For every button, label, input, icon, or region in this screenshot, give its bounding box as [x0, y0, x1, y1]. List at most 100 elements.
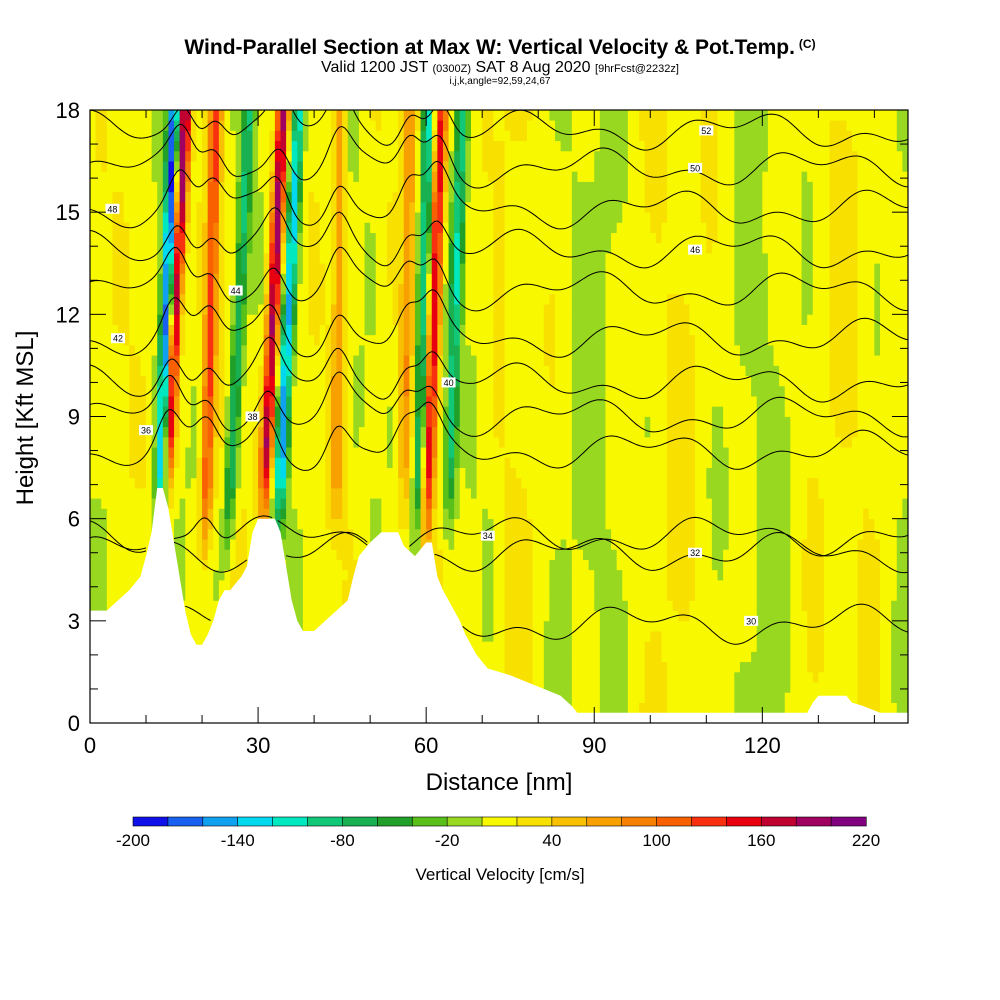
velocity-cell: [319, 569, 326, 581]
velocity-cell: [218, 161, 225, 172]
velocity-cell: [258, 212, 265, 223]
velocity-cell: [476, 150, 483, 162]
velocity-cell: [162, 232, 169, 244]
velocity-cell: [235, 304, 242, 315]
velocity-cell: [213, 436, 220, 448]
velocity-cell: [185, 549, 192, 560]
velocity-cell: [157, 467, 164, 479]
velocity-cell: [129, 263, 136, 274]
velocity-cell: [140, 314, 147, 325]
velocity-cell: [196, 508, 203, 520]
velocity-cell: [521, 600, 528, 612]
velocity-cell: [364, 120, 371, 131]
velocity-cell: [487, 212, 494, 223]
velocity-cell: [442, 365, 449, 377]
velocity-cell: [190, 212, 197, 223]
velocity-cell: [504, 661, 511, 673]
velocity-cell: [314, 579, 321, 591]
velocity-cell: [454, 396, 461, 407]
velocity-cell: [538, 447, 545, 458]
velocity-cell: [314, 498, 321, 509]
velocity-cell: [499, 559, 505, 571]
velocity-cell: [190, 304, 197, 315]
velocity-cell: [364, 365, 371, 377]
velocity-cell: [532, 477, 539, 489]
velocity-cell: [230, 375, 237, 387]
velocity-cell: [510, 600, 517, 612]
velocity-cell: [549, 498, 556, 509]
velocity-cell: [538, 416, 545, 428]
velocity-cell: [386, 324, 393, 336]
velocity-cell: [196, 406, 203, 417]
velocity-cell: [291, 569, 298, 581]
velocity-cell: [258, 222, 265, 233]
velocity-cell: [230, 191, 237, 203]
velocity-cell: [549, 436, 556, 448]
velocity-cell: [493, 314, 500, 325]
velocity-cell: [151, 385, 158, 397]
velocity-cell: [319, 355, 326, 366]
velocity-cell: [185, 467, 192, 479]
velocity-cell: [269, 191, 276, 203]
velocity-cell: [224, 436, 231, 448]
velocity-cell: [134, 488, 141, 499]
velocity-cell: [538, 396, 545, 407]
velocity-cell: [202, 283, 209, 295]
velocity-cell: [162, 191, 169, 203]
velocity-cell: [510, 579, 517, 591]
velocity-cell: [353, 457, 360, 468]
velocity-cell: [241, 549, 248, 560]
velocity-cell: [487, 314, 494, 325]
velocity-cell: [448, 416, 455, 428]
velocity-cell: [398, 232, 405, 244]
velocity-cell: [213, 365, 220, 377]
velocity-cell: [431, 161, 438, 172]
velocity-cell: [543, 477, 550, 489]
velocity-cell: [308, 253, 315, 264]
velocity-cell: [510, 120, 517, 131]
velocity-cell: [258, 467, 265, 479]
velocity-cell: [398, 130, 405, 142]
velocity-cell: [330, 324, 337, 336]
velocity-cell: [392, 273, 399, 285]
velocity-cell: [101, 314, 108, 325]
velocity-cell: [353, 283, 360, 295]
velocity-cell: [342, 314, 349, 325]
velocity-cell: [112, 477, 119, 489]
velocity-cell: [185, 396, 192, 407]
velocity-cell: [162, 242, 169, 254]
velocity-cell: [364, 385, 371, 397]
velocity-cell: [527, 191, 534, 203]
velocity-cell: [106, 324, 113, 336]
velocity-cell: [403, 242, 410, 254]
velocity-cell: [532, 508, 539, 520]
velocity-cell: [493, 334, 500, 346]
velocity-cell: [342, 110, 349, 121]
velocity-cell: [386, 242, 393, 254]
velocity-cell: [493, 273, 500, 285]
velocity-cell: [521, 242, 528, 254]
velocity-cell: [207, 436, 214, 448]
velocity-cell: [521, 150, 528, 162]
velocity-cell: [213, 324, 220, 336]
velocity-cell: [263, 232, 270, 244]
velocity-cell: [230, 242, 237, 254]
velocity-cell: [538, 518, 545, 530]
velocity-cell: [179, 477, 186, 489]
velocity-cell: [409, 457, 416, 468]
velocity-cell: [157, 344, 164, 356]
velocity-cell: [258, 334, 265, 346]
velocity-cell: [476, 416, 483, 428]
velocity-cell: [431, 314, 438, 325]
velocity-cell: [381, 518, 388, 530]
velocity-cell: [129, 150, 136, 162]
velocity-cell: [319, 242, 326, 254]
velocity-cell: [381, 140, 388, 152]
velocity-cell: [470, 631, 477, 642]
velocity-cell: [487, 181, 494, 193]
velocity-cell: [527, 549, 534, 560]
velocity-cell: [302, 293, 309, 305]
velocity-cell: [510, 457, 517, 468]
velocity-cell: [375, 416, 382, 428]
velocity-cell: [230, 508, 237, 520]
